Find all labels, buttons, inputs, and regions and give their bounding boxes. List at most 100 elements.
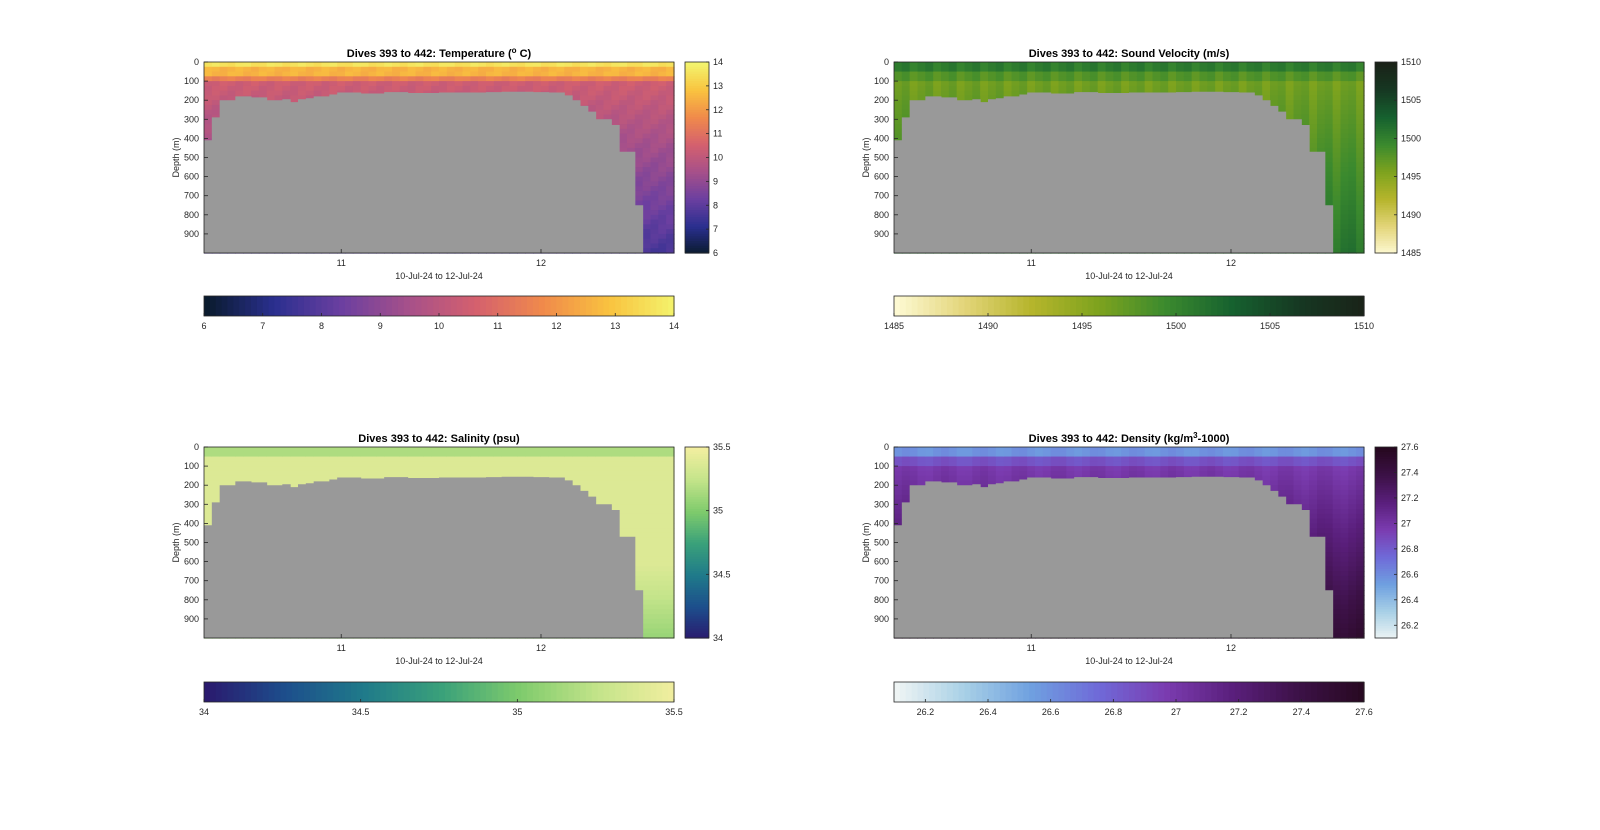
heatmap-cell — [619, 109, 628, 116]
heatmap-cell — [1230, 76, 1240, 82]
heatmap-cell — [1035, 81, 1044, 87]
heatmap-cell — [666, 224, 675, 230]
heatmap-cell — [642, 147, 652, 154]
heatmap-cell — [972, 90, 981, 97]
heatmap-cell — [611, 81, 620, 87]
heatmap-cell — [1074, 81, 1083, 87]
heatmap-cell — [603, 85, 612, 92]
heatmap-cell — [1332, 248, 1342, 254]
heatmap-cell — [948, 76, 958, 82]
colorbar-swatch — [256, 296, 264, 316]
heatmap-cell — [1027, 81, 1036, 87]
colorbar-swatch — [527, 296, 534, 316]
heatmap-cell — [948, 85, 958, 92]
heatmap-cell — [423, 62, 432, 68]
colorbar-swatch — [685, 126, 709, 130]
heatmap-cell — [1332, 190, 1342, 197]
heatmap-cell — [1324, 162, 1334, 168]
heatmap-cell — [525, 66, 534, 73]
heatmap-cell — [454, 66, 464, 73]
heatmap-cell — [1317, 66, 1326, 73]
heatmap-cell — [1105, 62, 1114, 68]
heatmap-cell — [972, 62, 981, 68]
heatmap-cell — [1332, 124, 1342, 130]
heatmap-cell — [634, 104, 644, 111]
heatmap-cell — [666, 243, 675, 249]
heatmap-cell — [1011, 71, 1020, 77]
chart-title: Dives 393 to 442: Temperature (o C) — [347, 46, 532, 60]
heatmap-cell — [650, 167, 659, 173]
heatmap-cell — [517, 81, 526, 87]
heatmap-cell — [493, 71, 503, 77]
heatmap-cell — [603, 104, 612, 111]
heatmap-cell — [1309, 147, 1318, 154]
heatmap-cell — [925, 85, 934, 92]
heatmap-cell — [1238, 76, 1248, 82]
heatmap-cell — [627, 138, 636, 144]
heatmap-cell — [642, 119, 652, 125]
heatmap-cell — [1230, 85, 1240, 92]
heatmap-cell — [1262, 81, 1271, 87]
colorbar-tick-label: 13 — [610, 321, 620, 331]
heatmap-cell — [360, 90, 370, 97]
chart-title-part: o — [512, 46, 517, 55]
heatmap-cell — [478, 85, 487, 92]
heatmap-cell — [1152, 76, 1161, 82]
heatmap-cell — [1050, 62, 1060, 68]
heatmap-cell — [972, 66, 981, 73]
heatmap-cell — [211, 109, 221, 116]
colorbar-swatch — [685, 64, 709, 68]
heatmap-cell — [282, 95, 291, 101]
heatmap-cell — [666, 214, 675, 221]
heatmap-cell — [1324, 138, 1334, 144]
heatmap-cell — [211, 66, 221, 73]
colorbar-swatch — [386, 296, 393, 316]
heatmap-cell — [658, 176, 667, 182]
heatmap-cell — [595, 85, 605, 92]
colorbar-swatch — [615, 296, 622, 316]
colorbar-swatch — [380, 296, 387, 316]
heatmap-cell — [917, 81, 926, 87]
heatmap-cell — [933, 81, 942, 87]
heatmap-cell — [243, 81, 252, 87]
heatmap-cell — [1254, 76, 1263, 82]
heatmap-cell — [1356, 71, 1365, 77]
heatmap-cell — [1215, 76, 1224, 82]
heatmap-cell — [204, 100, 213, 106]
heatmap-cell — [941, 81, 950, 87]
heatmap-cell — [1003, 81, 1013, 87]
heatmap-cell — [1215, 66, 1224, 73]
heatmap-cell — [1332, 243, 1342, 249]
heatmap-cell — [941, 62, 950, 68]
heatmap-cell — [1301, 90, 1310, 97]
heatmap-cell — [1317, 109, 1326, 116]
heatmap-cell — [956, 76, 966, 82]
heatmap-cell — [1332, 171, 1342, 178]
heatmap-cell — [1097, 71, 1107, 77]
heatmap-cell — [1003, 76, 1013, 82]
heatmap-cell — [1199, 66, 1208, 73]
y-tick-label: 0 — [194, 57, 199, 67]
heatmap-cell — [1027, 66, 1036, 73]
colorbar-swatch — [656, 296, 663, 316]
heatmap-cell — [1246, 76, 1255, 82]
heatmap-cell — [1332, 76, 1342, 82]
heatmap-cell — [219, 76, 229, 82]
heatmap-cell — [1262, 95, 1271, 101]
heatmap-cell — [1042, 85, 1052, 92]
heatmap-cell — [1340, 219, 1349, 225]
heatmap-cell — [313, 62, 323, 68]
heatmap-cell — [1129, 81, 1138, 87]
heatmap-cell — [1293, 95, 1302, 101]
heatmap-cell — [1246, 81, 1255, 87]
heatmap-cell — [1285, 95, 1295, 101]
heatmap-cell — [642, 238, 652, 245]
heatmap-cell — [556, 62, 565, 68]
heatmap-cell — [642, 195, 652, 202]
heatmap-cell — [595, 62, 605, 68]
heatmap-cell — [211, 90, 221, 97]
colorbar-swatch — [685, 147, 709, 151]
heatmap-cell — [1340, 248, 1349, 254]
heatmap-cell — [1215, 85, 1224, 92]
heatmap-cell — [619, 147, 628, 154]
